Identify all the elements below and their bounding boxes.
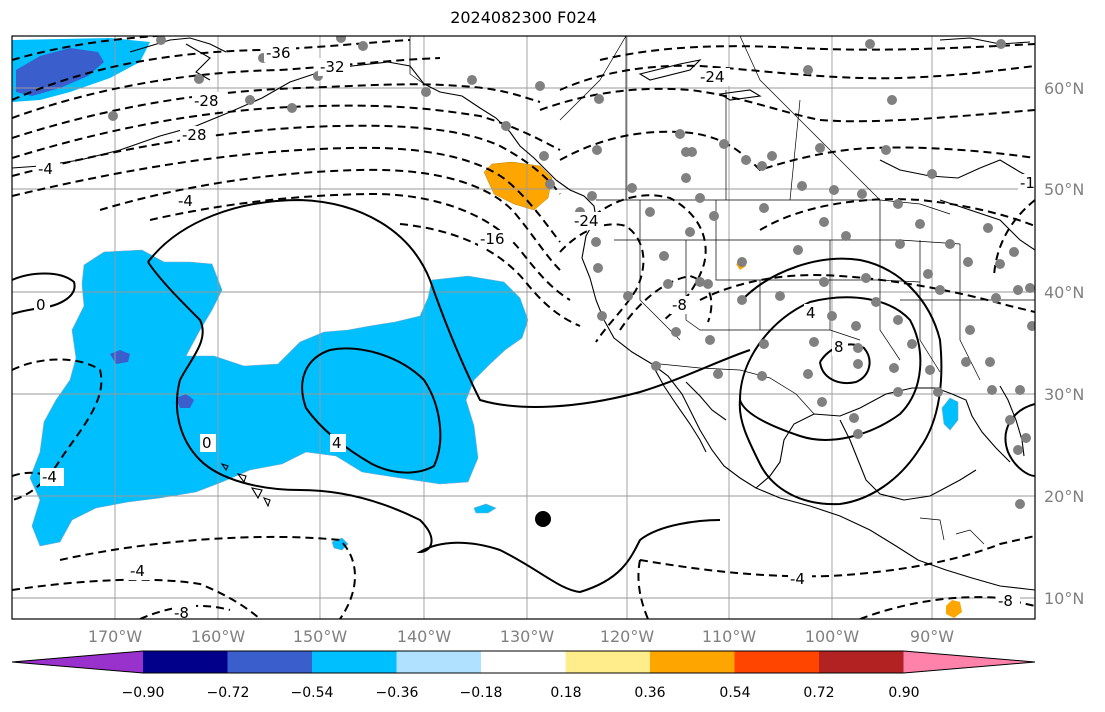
contour-label: -4 bbox=[42, 468, 57, 486]
contour-label: -16 bbox=[480, 230, 505, 248]
colorbar-swatch bbox=[565, 651, 651, 673]
lon-label: 90°W bbox=[910, 627, 954, 646]
graticule bbox=[12, 36, 1035, 619]
colorbar-swatch bbox=[734, 651, 820, 673]
map-title: 2024082300 F024 bbox=[450, 8, 597, 27]
contour-label: 0 bbox=[202, 434, 212, 452]
contour-labels: -36 -32 -28 -28 -24 -16 -4 -4 -4 -4 -4 -… bbox=[34, 44, 1038, 622]
lon-label: 110°W bbox=[702, 627, 757, 646]
positive-contours bbox=[12, 198, 1035, 594]
reference-marker bbox=[535, 511, 551, 527]
colorbar-swatch bbox=[819, 651, 904, 673]
contour-label: -28 bbox=[182, 126, 207, 144]
map-frame bbox=[11, 35, 1036, 620]
lat-label: 40°N bbox=[1044, 283, 1084, 302]
colorbar-tick-labels: −0.90 −0.72 −0.54 −0.36 −0.18 0.18 0.36 … bbox=[122, 685, 920, 701]
contour-label: -24 bbox=[700, 68, 725, 86]
contour-label: -4 bbox=[130, 562, 145, 580]
colorbar-tick-label: −0.90 bbox=[122, 685, 165, 701]
colorbar-tick-label: −0.18 bbox=[460, 685, 503, 701]
contour-label: -8 bbox=[998, 592, 1013, 610]
contour-label: -8 bbox=[174, 604, 189, 622]
contour-label: -28 bbox=[194, 92, 219, 110]
colorbar-tick-label: 0.72 bbox=[803, 685, 834, 701]
colorbar-swatch bbox=[312, 651, 397, 673]
negative-contours bbox=[12, 36, 1035, 619]
contour-label: -32 bbox=[320, 58, 345, 76]
colorbar-tick-label: −0.36 bbox=[376, 685, 419, 701]
colorbar-tick-label: 0.36 bbox=[634, 685, 665, 701]
contour-label: -4 bbox=[790, 570, 805, 588]
contour-label: -4 bbox=[178, 192, 193, 210]
colorbar-swatch bbox=[650, 651, 735, 673]
colorbar-outline bbox=[11, 650, 1036, 674]
colorbar-tick-label: −0.72 bbox=[207, 685, 250, 701]
contour-label: -1 bbox=[1020, 174, 1035, 192]
colorbar-swatch bbox=[143, 651, 228, 673]
colorbar-tick-label: −0.54 bbox=[291, 685, 334, 701]
lat-label: 10°N bbox=[1044, 589, 1084, 608]
colorbar-swatch bbox=[481, 651, 566, 673]
contour-label: 0 bbox=[36, 296, 46, 314]
colorbar-extend-high bbox=[903, 651, 1035, 673]
colorbar-extend-low bbox=[12, 651, 143, 673]
lon-label: 160°W bbox=[191, 627, 246, 646]
lat-label: 30°N bbox=[1044, 385, 1084, 404]
contour-label: 4 bbox=[806, 304, 816, 322]
lon-label: 120°W bbox=[600, 627, 655, 646]
station-dots bbox=[108, 36, 1035, 509]
colorbar-tick-label: 0.18 bbox=[550, 685, 581, 701]
lat-label: 60°N bbox=[1044, 79, 1084, 98]
lon-label: 100°W bbox=[805, 627, 860, 646]
lon-label: 170°W bbox=[88, 627, 143, 646]
colorbar-swatch bbox=[396, 651, 482, 673]
latitude-labels: 60°N 50°N 40°N 30°N 20°N 10°N bbox=[1044, 79, 1084, 608]
lon-label: 140°W bbox=[397, 627, 452, 646]
lon-label: 150°W bbox=[293, 627, 348, 646]
colorbar bbox=[11, 650, 1036, 674]
contour-label: 8 bbox=[834, 338, 844, 356]
lat-label: 50°N bbox=[1044, 180, 1084, 199]
lon-label: 130°W bbox=[500, 627, 555, 646]
contour-label: -4 bbox=[38, 160, 53, 178]
longitude-labels: 170°W 160°W 150°W 140°W 130°W 120°W 110°… bbox=[88, 627, 954, 646]
colorbar-tick-label: 0.54 bbox=[719, 685, 750, 701]
contour-label: 4 bbox=[332, 434, 342, 452]
lat-label: 20°N bbox=[1044, 487, 1084, 506]
contour-label: -24 bbox=[574, 212, 599, 230]
colorbar-tick-label: 0.90 bbox=[888, 685, 919, 701]
colorbar-swatch bbox=[227, 651, 313, 673]
contour-label: -8 bbox=[672, 296, 687, 314]
contour-label: -36 bbox=[266, 44, 291, 62]
